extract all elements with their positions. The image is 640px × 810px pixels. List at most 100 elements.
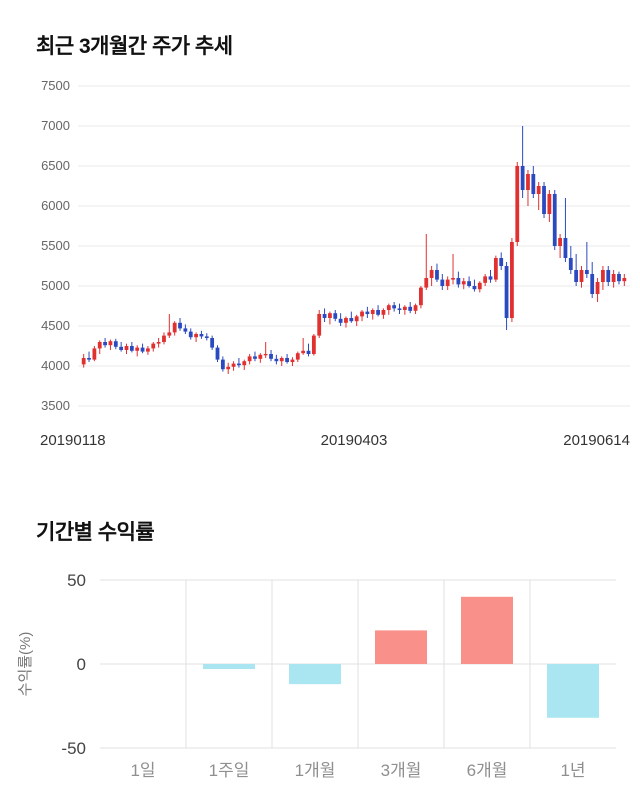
candle-body (461, 281, 466, 285)
candle-body (381, 310, 386, 315)
candle-body (338, 318, 343, 323)
candle-body (402, 306, 407, 310)
candle-body (499, 258, 504, 266)
bar-category-labels: 1일 1주일 1개월 3개월 6개월 1년 (130, 761, 585, 780)
candle-body (258, 354, 263, 359)
y-tick-label: 6500 (41, 158, 70, 173)
candle-body (199, 334, 204, 337)
candle-body (328, 313, 332, 318)
candle-body (162, 335, 166, 342)
candle-body (558, 238, 562, 246)
candle-body (413, 305, 418, 311)
candlestick-x-axis: 20190118 20190403 20190614 (0, 432, 640, 458)
candle-body (408, 306, 413, 311)
candle-body (119, 346, 124, 350)
candle-body (156, 342, 161, 344)
candle-body (231, 363, 236, 367)
candle-body (531, 174, 536, 194)
candle-body (306, 350, 311, 354)
candle-body (194, 334, 198, 338)
price-trend-title: 최근 3개월간 주가 추세 (36, 35, 233, 58)
candle-body (483, 276, 488, 283)
candle-body (429, 270, 434, 278)
returns-section: 기간별 수익률 50 0 -50 1일 1주일 1개월 3개월 6개월 1년 수익률(%) (0, 458, 640, 786)
category-label: 1년 (560, 761, 585, 780)
bar-6개월 (461, 596, 513, 664)
candle-body (370, 310, 375, 314)
y-tick-label: 5000 (41, 278, 70, 293)
candle-body (226, 366, 231, 370)
bar-1년 (547, 664, 599, 718)
category-label: 1일 (130, 761, 155, 780)
x-tick-last: 20190614 (563, 432, 630, 449)
y-tick-label: 5500 (41, 238, 70, 253)
x-tick-first: 20190118 (40, 432, 106, 449)
candle-body (129, 346, 134, 351)
candle-body (510, 242, 514, 318)
candle-body (167, 332, 172, 336)
y-tick-label: 7000 (41, 118, 70, 133)
candle-body (386, 305, 391, 310)
candle-body (424, 278, 429, 288)
candle-body (617, 274, 621, 282)
candle-body (477, 282, 482, 290)
x-tick-middle: 20190403 (320, 432, 388, 449)
candle-body (397, 308, 402, 310)
candle-body (247, 356, 252, 362)
category-label: 1주일 (209, 761, 250, 780)
y-tick-label: 4000 (41, 358, 70, 373)
candle-body (563, 238, 568, 258)
bar-3개월 (375, 630, 427, 664)
candle-body (188, 331, 193, 338)
candle-body (210, 338, 215, 348)
candle-body (253, 356, 257, 359)
category-label: 6개월 (467, 761, 508, 780)
candle-body (290, 359, 295, 362)
candle-body (242, 361, 247, 366)
candle-body (146, 348, 150, 352)
candle-body (87, 358, 91, 360)
candle-body (301, 350, 306, 354)
bar-1주일 (203, 664, 255, 670)
candle-body (493, 258, 498, 280)
y-tick-label: -50 (61, 739, 86, 758)
y-tick-label: 6000 (41, 198, 70, 213)
candle-body (172, 322, 177, 333)
returns-bar-chart: 50 0 -50 1일 1주일 1개월 3개월 6개월 1년 수익률(%) (17, 571, 616, 780)
candle-body (526, 174, 530, 190)
candle-body (601, 270, 605, 282)
candle-body (536, 186, 541, 194)
candlestick-chart: 7500 7000 6500 6000 5500 5000 4500 4000 3500 (41, 78, 630, 413)
bars (203, 596, 599, 718)
candle-body (584, 270, 589, 274)
candle-body (178, 322, 182, 329)
candle-body (451, 278, 455, 280)
y-tick-label: 0 (77, 655, 86, 674)
category-label: 3개월 (381, 761, 422, 780)
candle-body (349, 318, 354, 322)
y-tick-label: 7500 (41, 78, 70, 93)
candle-body (113, 341, 118, 347)
candle-body (285, 358, 289, 362)
candle-body (317, 314, 322, 336)
candle-body (311, 335, 316, 354)
y-tick-label: 4500 (41, 318, 70, 333)
candle-body (467, 281, 471, 286)
bar-y-tick-labels: 50 0 -50 (61, 571, 86, 758)
candlestick-gridlines (78, 85, 630, 407)
candle-body (611, 274, 616, 282)
candle-body (333, 313, 338, 319)
candle-body (520, 166, 525, 190)
candle-body (263, 354, 268, 356)
candle-body (92, 348, 97, 360)
candle-body (151, 343, 156, 349)
candle-body (606, 270, 611, 282)
candle-body (344, 318, 348, 323)
candlestick-y-tick-labels: 7500 7000 6500 6000 5500 5000 4500 4000 3500 (41, 78, 70, 413)
candle-body (183, 328, 188, 332)
candle-body (515, 166, 520, 242)
candle-body (365, 311, 370, 314)
candle-body (274, 358, 279, 362)
candle-body (237, 363, 241, 366)
